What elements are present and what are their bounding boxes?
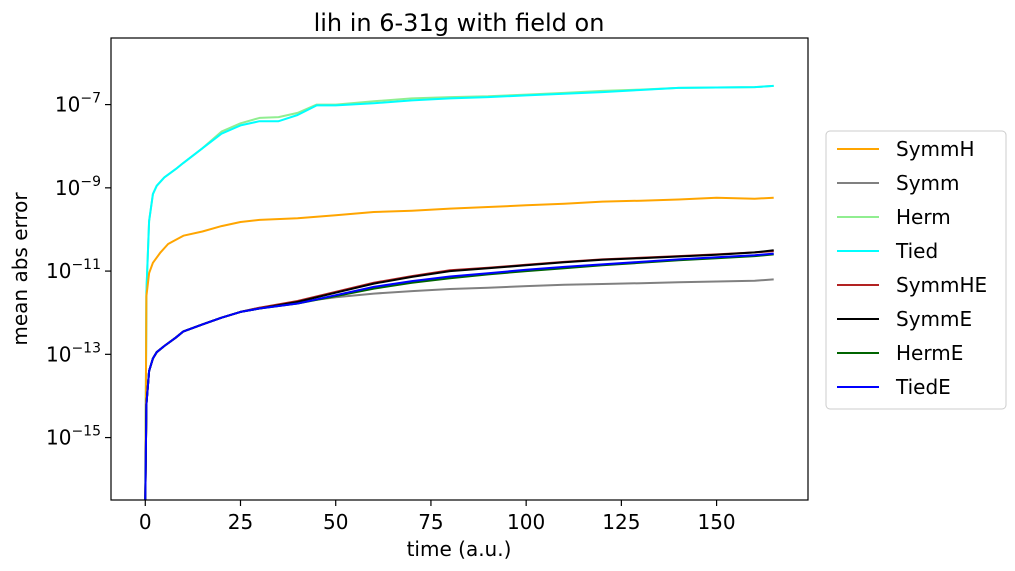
legend-label: HermE bbox=[896, 341, 963, 365]
legend: SymmH Symm Herm Tied SymmHE SymmE HermE TiedE bbox=[825, 130, 1007, 410]
y-tick-label: 10−11 bbox=[46, 257, 101, 283]
legend-item-tied: Tied bbox=[837, 239, 938, 263]
legend-item-herme: HermE bbox=[837, 341, 963, 365]
legend-item-herm: Herm bbox=[837, 205, 951, 229]
legend-label: SymmE bbox=[896, 307, 972, 331]
x-tick-label: 75 bbox=[418, 510, 443, 534]
x-tick-label: 150 bbox=[697, 510, 735, 534]
series-layer bbox=[144, 84, 774, 500]
y-tick-label: 10−13 bbox=[46, 340, 101, 366]
series-line-tiede bbox=[144, 252, 774, 500]
legend-item-tiede: TiedE bbox=[837, 375, 951, 399]
x-tick-label: 25 bbox=[228, 510, 253, 534]
legend-item-symmhe: SymmHE bbox=[837, 273, 987, 297]
series-line-symmh bbox=[144, 196, 774, 500]
legend-label: Symm bbox=[896, 171, 960, 195]
legend-item-symmh: SymmH bbox=[837, 137, 975, 161]
x-tick-label: 0 bbox=[139, 510, 152, 534]
legend-label: SymmHE bbox=[896, 273, 987, 297]
legend-label: Herm bbox=[896, 205, 951, 229]
series-line-herm bbox=[144, 84, 774, 500]
y-tick-label: 10−9 bbox=[55, 174, 101, 200]
x-tick-label: 100 bbox=[507, 510, 545, 534]
series-line-tied bbox=[144, 84, 774, 500]
y-axis-label: mean abs error bbox=[8, 192, 32, 346]
x-tick-label: 50 bbox=[323, 510, 348, 534]
y-tick-label: 10−7 bbox=[55, 91, 101, 117]
chart-title: lih in 6-31g with field on bbox=[314, 9, 605, 37]
legend-label: Tied bbox=[895, 239, 938, 263]
x-axis: 0 25 50 75 100 125 150 bbox=[139, 500, 736, 534]
legend-label: TiedE bbox=[895, 375, 951, 399]
legend-label: SymmH bbox=[896, 137, 975, 161]
legend-item-symm: Symm bbox=[837, 171, 960, 195]
y-axis: 10−7 10−9 10−11 10−13 10−15 bbox=[46, 91, 111, 450]
series-line-herme bbox=[144, 253, 774, 500]
axes-frame bbox=[110, 37, 809, 501]
x-tick-label: 125 bbox=[602, 510, 640, 534]
y-tick-label: 10−15 bbox=[46, 424, 101, 450]
legend-box bbox=[825, 130, 1007, 410]
x-axis-label: time (a.u.) bbox=[407, 537, 512, 561]
legend-item-symme: SymmE bbox=[837, 307, 972, 331]
